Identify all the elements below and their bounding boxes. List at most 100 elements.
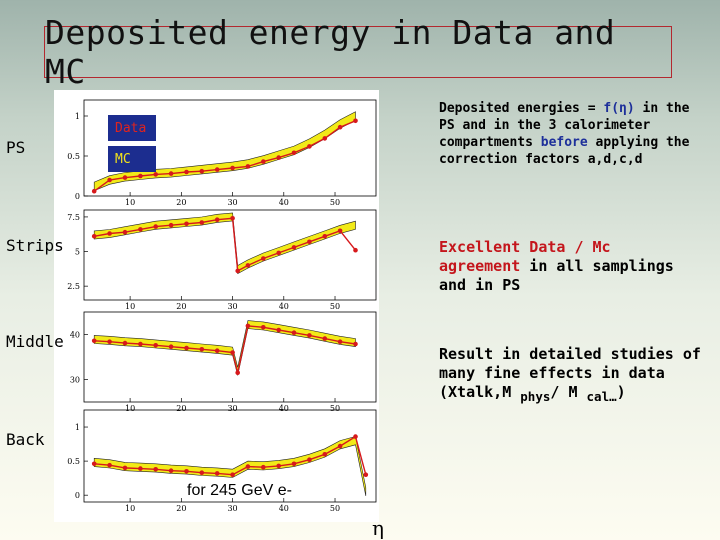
note1-text-2: in the PS and in the 3 calorimeter compa… [439, 101, 690, 150]
x-tick-label-strips-50: 50 [330, 302, 340, 311]
x-tick-label-back-50: 50 [330, 504, 340, 513]
data-point-strips-17 [337, 228, 343, 234]
data-point-strips-9 [230, 216, 235, 221]
data-point-strips-0 [91, 234, 97, 239]
data-point-ps-14 [307, 144, 312, 149]
data-line-ps [93, 120, 356, 192]
x-tick-label-ps-40: 40 [279, 198, 289, 207]
y-tick-label-ps-0: 0 [75, 192, 80, 201]
data-point-back-9 [230, 472, 235, 478]
data-point-back-14 [307, 457, 312, 463]
mc-band-middle [93, 320, 356, 376]
data-point-middle-8 [214, 348, 220, 354]
data-point-strips-15 [307, 239, 312, 245]
row-label-back: Back [6, 430, 45, 449]
data-point-back-12 [276, 463, 281, 469]
x-tick-label-middle-20: 20 [176, 404, 186, 413]
data-point-strips-10 [235, 268, 240, 274]
data-point-ps-17 [353, 118, 358, 124]
data-point-strips-18 [353, 247, 358, 253]
x-tick-label-back-40: 40 [279, 504, 289, 513]
y-tick-label-strips-7.5: 7.5 [67, 213, 80, 222]
data-point-strips-6 [184, 221, 189, 227]
data-point-ps-15 [322, 136, 328, 141]
data-point-back-6 [184, 469, 189, 474]
data-point-ps-7 [199, 168, 205, 174]
x-tick-label-strips-10: 10 [125, 302, 135, 311]
legend-mc: MC [108, 146, 156, 172]
note2-text-1: Excellent Data / Mc [439, 238, 611, 256]
note2-agreement: agreement [439, 257, 521, 275]
note-detailed-studies: Result in detailed studies of many fine … [439, 345, 709, 406]
data-point-back-5 [168, 468, 174, 474]
data-point-middle-16 [322, 336, 328, 341]
data-point-ps-4 [153, 172, 158, 177]
data-point-back-15 [322, 452, 328, 457]
data-point-ps-5 [168, 171, 174, 176]
x-tick-label-ps-50: 50 [330, 198, 340, 207]
y-tick-label-strips-2.5: 2.5 [67, 282, 80, 291]
data-point-strips-13 [276, 250, 281, 256]
data-point-ps-3 [138, 173, 143, 179]
note1-text-3: applying the correction factors a,d,c,d [439, 135, 690, 167]
x-tick-label-middle-40: 40 [279, 404, 289, 413]
data-point-middle-5 [168, 344, 174, 349]
data-point-strips-16 [322, 234, 328, 239]
data-point-middle-15 [307, 333, 312, 338]
note3-sub-phys: phys [520, 389, 551, 404]
data-point-strips-4 [153, 224, 158, 229]
x-tick-label-strips-20: 20 [176, 302, 186, 311]
y-tick-label-ps-0.5: 0.5 [67, 152, 80, 161]
data-point-middle-1 [107, 339, 112, 344]
x-tick-label-strips-30: 30 [227, 302, 237, 311]
y-tick-label-back-0.5: 0.5 [67, 457, 80, 466]
data-point-ps-0 [91, 188, 97, 194]
note2-text-2: in all samplings and in PS [439, 257, 674, 294]
x-tick-label-middle-50: 50 [330, 404, 340, 413]
note3-sub-cal: cal… [586, 389, 617, 404]
data-point-ps-9 [230, 165, 235, 171]
data-point-strips-11 [245, 263, 251, 268]
note1-before: before [540, 135, 588, 150]
frame-back [83, 409, 377, 503]
frame-middle [83, 311, 377, 403]
data-point-strips-5 [168, 222, 174, 228]
data-point-ps-13 [291, 150, 297, 156]
mc-band-strips [93, 212, 356, 275]
x-tick-label-back-20: 20 [176, 504, 186, 513]
data-point-middle-14 [291, 330, 297, 335]
y-tick-label-strips-5: 5 [75, 248, 80, 257]
energy-note: for 245 GeV e- [187, 482, 292, 499]
data-point-back-13 [291, 461, 297, 467]
data-point-back-3 [138, 466, 143, 471]
row-label-ps: PS [6, 138, 26, 157]
note3-text-1: Result in detailed studies of many fine … [439, 345, 701, 401]
data-point-back-11 [261, 464, 266, 470]
data-point-middle-4 [153, 343, 158, 348]
y-tick-label-back-1: 1 [75, 423, 80, 432]
frame-strips [83, 209, 377, 301]
data-point-back-18 [363, 472, 369, 478]
data-point-middle-2 [122, 340, 128, 346]
data-point-middle-6 [184, 345, 189, 351]
x-tick-label-ps-20: 20 [176, 198, 186, 207]
data-point-middle-7 [199, 347, 205, 352]
frame-ps [83, 99, 377, 197]
data-point-ps-10 [245, 164, 251, 169]
data-point-back-10 [245, 464, 251, 469]
data-point-middle-13 [276, 327, 281, 333]
y-tick-label-middle-30: 30 [70, 376, 80, 385]
note3-text-3: ) [616, 383, 626, 401]
data-point-back-1 [107, 462, 112, 468]
data-point-strips-8 [214, 217, 220, 222]
data-point-back-8 [214, 471, 220, 476]
data-point-middle-10 [235, 370, 240, 376]
y-tick-label-ps-1: 1 [75, 112, 80, 121]
data-point-ps-1 [107, 177, 112, 183]
data-point-ps-8 [214, 167, 220, 172]
note1-text-1: Deposited energies = [439, 101, 604, 116]
data-point-strips-3 [138, 227, 143, 232]
data-point-middle-18 [353, 341, 358, 347]
data-point-middle-0 [91, 338, 97, 344]
data-point-back-16 [337, 443, 343, 449]
